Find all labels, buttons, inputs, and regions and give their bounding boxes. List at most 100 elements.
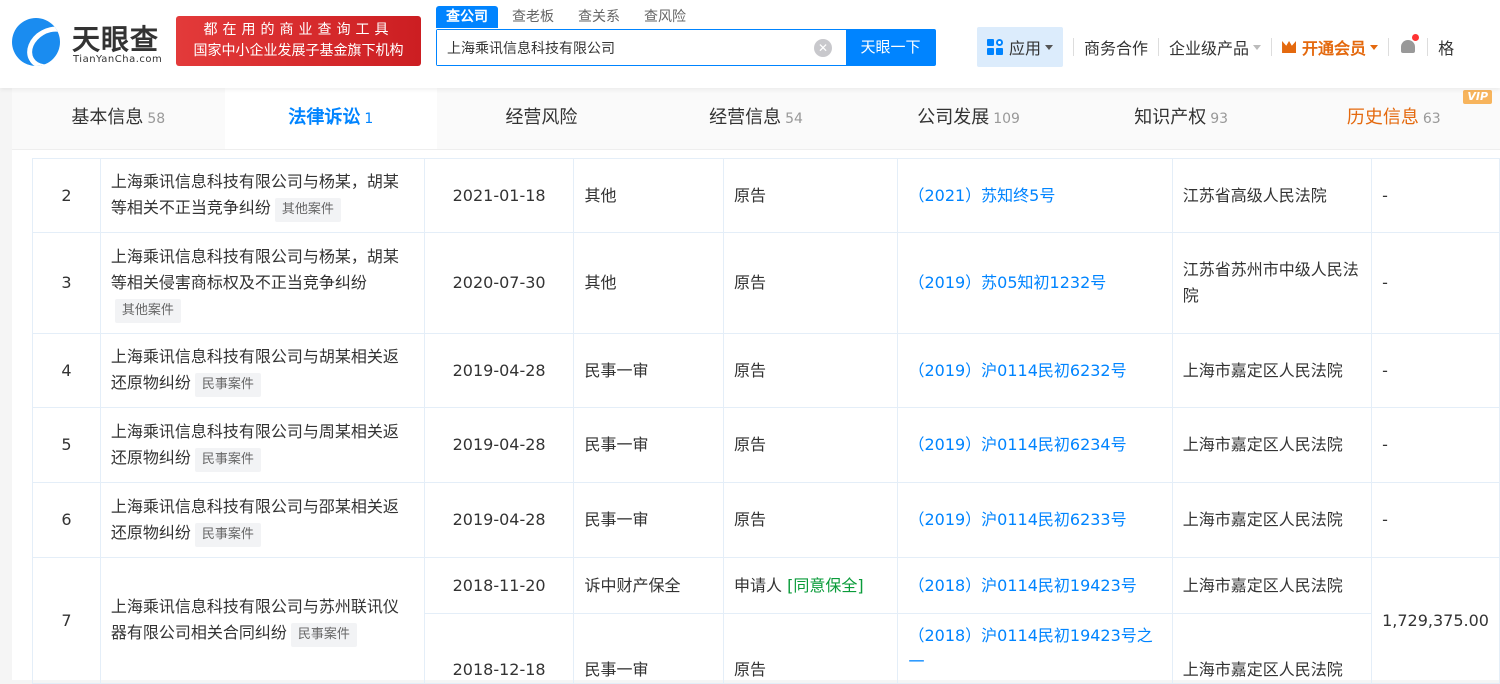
section-tabs: 基本信息 58 法律诉讼 1 经营风险 经营信息 54 公司发展 109 知识产权 93 … — [12, 88, 1500, 150]
court: 上海市嘉定区人民法院 — [1171, 407, 1373, 483]
case-role: 原告 — [722, 158, 899, 233]
table-row: 4 上海乘讯信息科技有限公司与胡某相关返还原物纠纷 民事案件 2019-04-28… — [32, 333, 1500, 408]
nav-vip[interactable]: 开通会员 — [1282, 35, 1379, 59]
case-title-text[interactable]: 上海乘讯信息科技有限公司与苏州联讯仪器有限公司相关合同纠纷 — [110, 597, 399, 642]
case-number-link[interactable]: （2019）沪0114民初6232号 — [897, 333, 1173, 408]
tab-label: 经营风险 — [505, 107, 578, 128]
nav-enterprise[interactable]: 企业级产品 — [1169, 35, 1262, 59]
tianyancha-logo[interactable]: 天眼查 TianYanCha.com — [10, 18, 165, 68]
court: 上海市嘉定区人民法院 — [1171, 557, 1373, 614]
case-category-tag: 其他案件 — [274, 198, 341, 222]
case-date: 2019-04-28 — [423, 333, 575, 408]
divider — [1271, 38, 1273, 56]
case-number-link[interactable]: （2019）沪0114民初6233号 — [897, 482, 1173, 558]
header: 天眼查 TianYanCha.com 都在用的商业查询工具 国家中小企业发展子基… — [0, 0, 1500, 88]
case-title-text[interactable]: 上海乘讯信息科技有限公司与周某相关返还原物纠纷 — [110, 421, 399, 467]
lawsuit-list: 2 上海乘讯信息科技有限公司与杨某，胡某等相关不正当竞争纠纷 其他案件 2021-… — [12, 150, 1500, 684]
tab-risk[interactable]: 经营风险 — [437, 88, 650, 149]
tab-count: 109 — [993, 111, 1020, 127]
tab-count: 54 — [785, 111, 803, 127]
tab-ip[interactable]: 知识产权 93 — [1075, 88, 1288, 149]
preservation-status: [同意保全] — [787, 575, 864, 595]
caret-down-icon — [1370, 44, 1379, 54]
search-box: ✕ 天眼一下 — [436, 29, 936, 66]
app-grid-icon — [987, 39, 1003, 55]
case-date: 2019-04-28 — [423, 482, 575, 558]
search-input[interactable] — [437, 30, 814, 65]
case-type: 民事一审 — [573, 613, 724, 684]
case-number-link[interactable]: （2019）沪0114民初6234号 — [897, 407, 1173, 483]
user-menu[interactable]: 格 — [1438, 39, 1455, 58]
case-number-link[interactable]: （2019）苏05知初1232号 — [897, 232, 1173, 334]
vip-badge: VIP — [1463, 90, 1493, 104]
amount: 1,729,375.00 — [1371, 557, 1500, 684]
row-number: 4 — [32, 333, 101, 408]
search-tab-risk[interactable]: 查风险 — [644, 9, 686, 25]
nav-business[interactable]: 商务合作 — [1084, 39, 1149, 58]
caret-down-icon — [1045, 44, 1054, 54]
tab-operation[interactable]: 经营信息 54 — [650, 88, 863, 149]
divider — [1388, 38, 1390, 56]
case-title-text[interactable]: 上海乘讯信息科技有限公司与邵某相关返还原物纠纷 — [110, 496, 399, 542]
case-role: 原告 — [722, 613, 899, 684]
case-role: 原告 — [722, 407, 899, 483]
court: 江苏省苏州市中级人民法院 — [1171, 232, 1373, 334]
divider — [1427, 38, 1429, 56]
logo-text: 天眼查 — [72, 23, 160, 56]
case-number-link[interactable]: （2018）沪0114民初19423号 — [897, 557, 1173, 614]
search-type-tabs: 查公司 查老板 查关系 查风险 — [436, 6, 700, 28]
amount: - — [1371, 232, 1500, 334]
row-number: 5 — [32, 407, 101, 483]
case-type: 民事一审 — [573, 407, 724, 483]
tab-history[interactable]: 历史信息 63 VIP — [1287, 88, 1500, 149]
case-title-text[interactable]: 上海乘讯信息科技有限公司与杨某，胡某等相关侵害商标权及不正当竞争纠纷 — [110, 246, 399, 292]
tab-legal[interactable]: 法律诉讼 1 — [224, 88, 438, 149]
case-category-tag: 其他案件 — [114, 298, 181, 323]
tab-count: 58 — [147, 111, 166, 127]
court: 上海市嘉定区人民法院 — [1171, 482, 1373, 558]
case-type: 其他 — [573, 232, 724, 334]
case-title-text[interactable]: 上海乘讯信息科技有限公司与杨某，胡某等相关不正当竞争纠纷 — [110, 172, 399, 217]
search-tab-boss[interactable]: 查老板 — [512, 9, 554, 25]
amount: - — [1371, 158, 1500, 233]
case-title[interactable]: 上海乘讯信息科技有限公司与杨某，胡某等相关侵害商标权及不正当竞争纠纷其他案件 — [99, 232, 425, 334]
case-date: 2020-07-30 — [423, 232, 575, 334]
search-tab-company[interactable]: 查公司 — [436, 6, 498, 28]
tab-label: 知识产权 — [1134, 107, 1207, 128]
case-type: 民事一审 — [573, 482, 724, 558]
case-role: 原告 — [722, 333, 899, 408]
table-row: 2018-12-18 民事一审 原告 （2018）沪0114民初19423号之一… — [33, 613, 1500, 684]
case-category-tag: 民事案件 — [290, 623, 357, 647]
tab-count: 93 — [1210, 111, 1229, 127]
nav-enterprise-label: 企业级产品 — [1169, 39, 1250, 58]
search-tab-relation[interactable]: 查关系 — [578, 9, 620, 25]
table-row: 2 上海乘讯信息科技有限公司与杨某，胡某等相关不正当竞争纠纷 其他案件 2021-… — [32, 158, 1500, 233]
case-number-link[interactable]: （2018）沪0114民初19423号之一 — [897, 613, 1173, 684]
case-category-tag: 民事案件 — [194, 373, 261, 397]
clear-icon[interactable]: ✕ — [814, 39, 832, 57]
case-title[interactable]: 上海乘讯信息科技有限公司与苏州联讯仪器有限公司相关合同纠纷 民事案件 — [99, 557, 425, 684]
role-text: 申请人 — [733, 575, 782, 595]
tab-basic-info[interactable]: 基本信息 58 — [12, 88, 225, 149]
case-title[interactable]: 上海乘讯信息科技有限公司与周某相关返还原物纠纷 民事案件 — [99, 407, 425, 483]
amount: - — [1371, 482, 1500, 558]
case-number-link[interactable]: （2021）苏知终5号 — [897, 158, 1173, 233]
table-row: 6 上海乘讯信息科技有限公司与邵某相关返还原物纠纷 民事案件 2019-04-28… — [32, 482, 1500, 558]
tab-development[interactable]: 公司发展 109 — [862, 88, 1075, 149]
case-role: 原告 — [722, 482, 899, 558]
slogan-banner[interactable]: 都在用的商业查询工具 国家中小企业发展子基金旗下机构 — [176, 16, 421, 66]
search-button[interactable]: 天眼一下 — [846, 30, 935, 65]
case-title[interactable]: 上海乘讯信息科技有限公司与杨某，胡某等相关不正当竞争纠纷 其他案件 — [99, 158, 425, 233]
case-type: 诉中财产保全 — [573, 557, 724, 614]
tab-label: 公司发展 — [917, 107, 990, 128]
row-number: 2 — [32, 158, 101, 233]
lawsuit-table: 2 上海乘讯信息科技有限公司与杨某，胡某等相关不正当竞争纠纷 其他案件 2021-… — [32, 158, 1500, 684]
bell-icon[interactable] — [1399, 34, 1420, 56]
case-date: 2019-04-28 — [423, 407, 575, 483]
app-menu[interactable]: 应用 — [977, 27, 1064, 67]
logo-domain: TianYanCha.com — [73, 54, 163, 65]
case-title-text[interactable]: 上海乘讯信息科技有限公司与胡某相关返还原物纠纷 — [110, 347, 399, 392]
case-title[interactable]: 上海乘讯信息科技有限公司与邵某相关返还原物纠纷 民事案件 — [99, 482, 425, 558]
case-title[interactable]: 上海乘讯信息科技有限公司与胡某相关返还原物纠纷 民事案件 — [99, 333, 425, 408]
case-category-tag: 民事案件 — [194, 447, 261, 472]
